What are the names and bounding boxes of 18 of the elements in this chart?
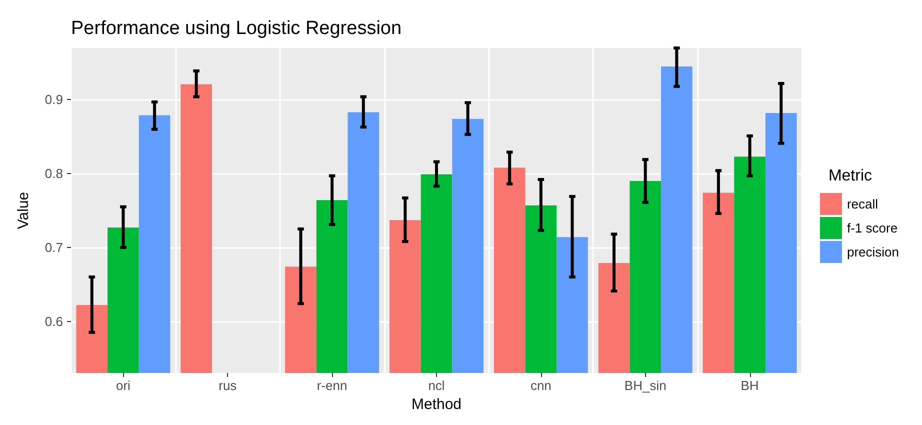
x-tick-label: ncl xyxy=(428,378,445,393)
x-tick-label: r-enn xyxy=(316,378,348,393)
x-tick-label: BH_sin xyxy=(624,378,666,393)
chart-title: Performance using Logistic Regression xyxy=(71,18,402,39)
legend-label: recall xyxy=(846,196,878,212)
y-tick-label: 0.6 xyxy=(44,314,63,329)
y-tick-label: 0.8 xyxy=(44,166,63,182)
x-tick-label: BH xyxy=(740,378,759,393)
y-tick-label: 0.7 xyxy=(44,240,63,255)
x-tick-label: rus xyxy=(218,378,238,393)
legend-label: precision xyxy=(846,244,900,260)
x-axis-title: Method xyxy=(411,396,462,413)
legend-label: f-1 score xyxy=(846,220,898,236)
x-tick-label: ori xyxy=(116,378,131,393)
x-tick-label: cnn xyxy=(530,378,552,393)
y-axis-title: Value xyxy=(15,192,32,230)
legend-title: Metric xyxy=(828,168,872,184)
y-tick-label: 0.9 xyxy=(44,92,63,108)
